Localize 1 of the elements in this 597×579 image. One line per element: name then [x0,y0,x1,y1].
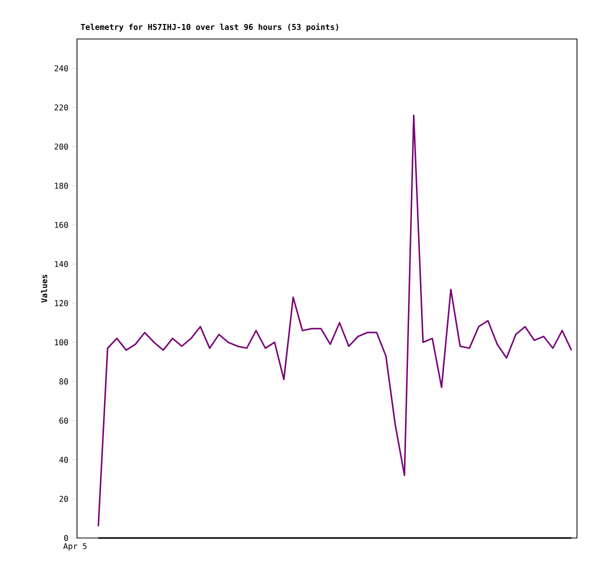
line-series [98,114,572,528]
